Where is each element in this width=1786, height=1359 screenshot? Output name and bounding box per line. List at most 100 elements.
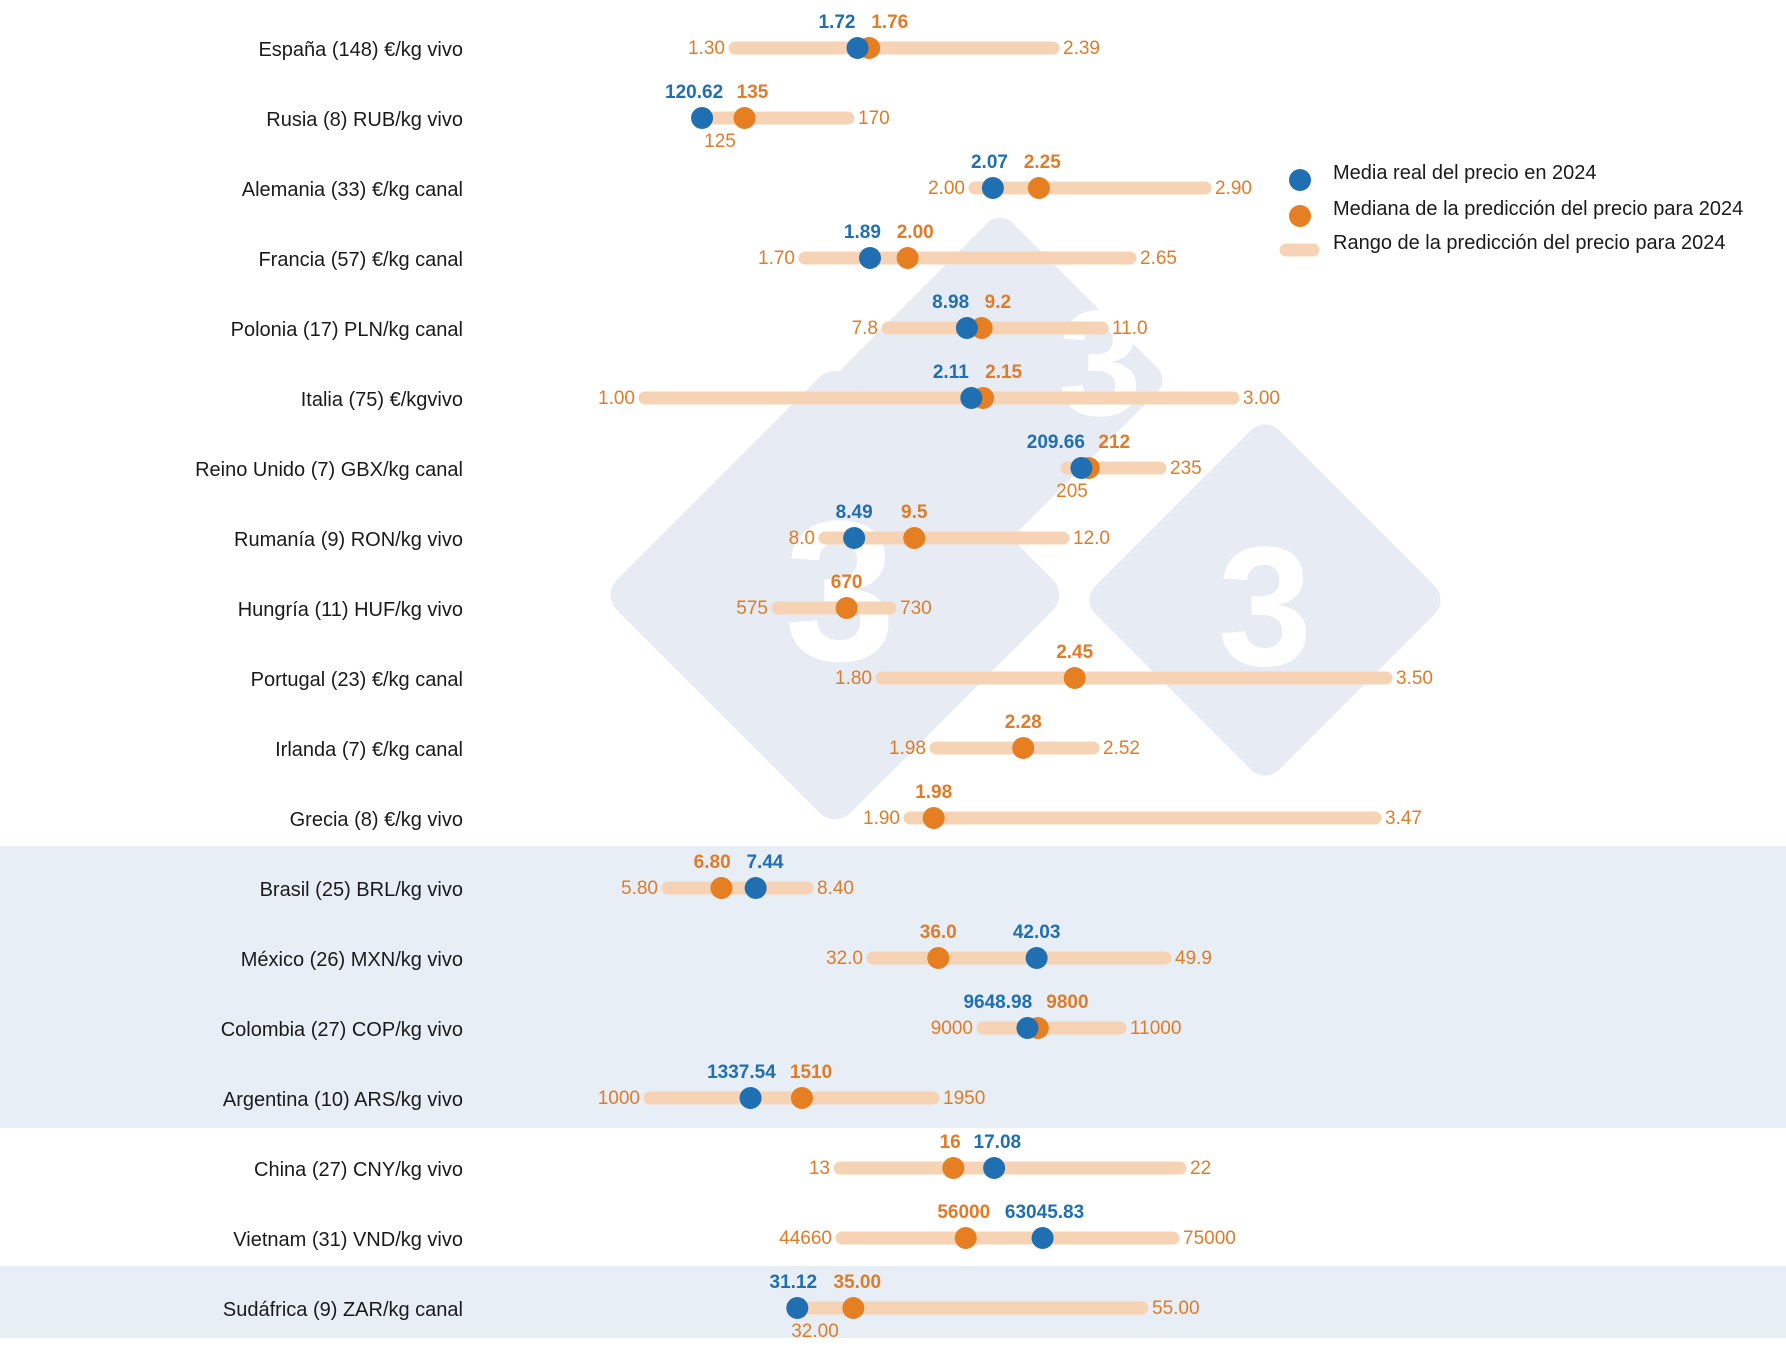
median-dot <box>790 1087 813 1109</box>
real-value-label: 1.89 <box>844 222 881 243</box>
range-max-label: 3.47 <box>1385 808 1422 829</box>
median-value-label: 16 <box>940 1132 961 1153</box>
country-label: Brasil (25) BRL/kg vivo <box>260 879 463 901</box>
median-value-label: 9800 <box>1046 992 1088 1013</box>
country-row: Polonia (17) PLN/kg canal 7.8 11.0 8.98 9.2 <box>231 292 1148 341</box>
real-dot <box>843 527 866 549</box>
range-max-label: 2.65 <box>1140 248 1177 269</box>
range-min-label: 2.00 <box>928 178 965 199</box>
range-min-label: 9000 <box>931 1018 973 1039</box>
median-dot <box>1063 667 1086 689</box>
country-row: Rumanía (9) RON/kg vivo 8.0 12.0 8.49 9.5 <box>234 502 1110 551</box>
legend-label: Media real del precio en 2024 <box>1333 162 1597 184</box>
median-dot <box>733 107 756 129</box>
range-max-label: 55.00 <box>1152 1298 1200 1319</box>
chart-rows: España (148) €/kg vivo 1.30 2.39 1.72 1.76 Ru… <box>195 12 1433 1342</box>
median-dot <box>922 807 945 829</box>
svg-text:3: 3 <box>784 480 895 703</box>
range-max-label: 2.52 <box>1103 738 1140 759</box>
country-row: Portugal (23) €/kg canal 1.80 3.50 2.45 <box>251 642 1433 691</box>
range-min-label: 5.80 <box>621 878 658 899</box>
real-dot <box>846 37 869 59</box>
range-max-label: 75000 <box>1183 1228 1236 1249</box>
real-value-label: 17.08 <box>974 1132 1022 1153</box>
country-label: México (26) MXN/kg vivo <box>241 949 463 971</box>
real-dot <box>955 317 978 339</box>
legend-label: Rango de la predicción del precio para 2… <box>1333 232 1726 254</box>
median-value-label: 9.2 <box>985 292 1011 313</box>
range-min-label: 575 <box>736 598 768 619</box>
legend-real-swatch <box>1289 169 1311 191</box>
real-value-label: 7.44 <box>746 852 783 873</box>
median-value-label: 1510 <box>790 1062 832 1083</box>
median-dot <box>842 1297 865 1319</box>
real-value-label: 8.49 <box>836 502 873 523</box>
country-label: Irlanda (7) €/kg canal <box>275 739 463 761</box>
range-min-label: 32.0 <box>826 948 863 969</box>
country-label: Sudáfrica (9) ZAR/kg canal <box>223 1299 463 1321</box>
median-value-label: 135 <box>737 82 769 103</box>
country-row: Grecia (8) €/kg vivo 1.90 3.47 1.98 <box>290 782 1422 831</box>
country-row: Vietnam (31) VND/kg vivo 44660 75000 63045.… <box>233 1202 1236 1251</box>
median-value-label: 2.28 <box>1005 712 1042 733</box>
range-min-label: 1000 <box>598 1088 640 1109</box>
real-value-label: 2.11 <box>933 362 969 383</box>
range-max-label: 3.00 <box>1243 388 1280 409</box>
range-max-label: 11000 <box>1130 1018 1181 1039</box>
country-label: Vietnam (31) VND/kg vivo <box>233 1229 463 1251</box>
median-value-label: 2.25 <box>1024 152 1061 173</box>
country-row: España (148) €/kg vivo 1.30 2.39 1.72 1.76 <box>258 12 1100 61</box>
real-value-label: 2.07 <box>971 152 1008 173</box>
range-max-label: 11.0 <box>1112 318 1148 339</box>
real-dot <box>744 877 767 899</box>
range-min-label: 1.80 <box>835 668 872 689</box>
median-value-label: 2.15 <box>985 362 1022 383</box>
median-dot <box>927 947 950 969</box>
legend-label: Mediana de la predicción del precio para… <box>1333 198 1743 220</box>
country-row: Brasil (25) BRL/kg vivo 5.80 8.40 7.44 6.80 <box>260 852 854 901</box>
legend-item-real: Media real del precio en 2024 <box>1289 162 1597 191</box>
range-max-label: 235 <box>1170 458 1202 479</box>
median-value-label: 56000 <box>937 1202 990 1223</box>
range-min-label: 125 <box>704 131 736 152</box>
median-value-label: 1.98 <box>915 782 952 803</box>
range-min-label: 1.90 <box>863 808 900 829</box>
svg-text:3: 3 <box>1058 279 1141 447</box>
real-dot <box>739 1087 762 1109</box>
real-value-label: 209.66 <box>1027 432 1085 453</box>
median-value-label: 6.80 <box>694 852 731 873</box>
real-value-label: 31.12 <box>770 1272 818 1293</box>
real-dot <box>1070 457 1093 479</box>
range-min-label: 7.8 <box>852 318 878 339</box>
legend-median-swatch <box>1289 205 1311 227</box>
real-value-label: 120.62 <box>665 82 723 103</box>
real-value-label: 9648.98 <box>963 992 1032 1013</box>
region-band <box>0 846 1786 1128</box>
country-label: Rusia (8) RUB/kg vivo <box>266 109 463 131</box>
country-label: China (27) CNY/kg vivo <box>254 1159 463 1181</box>
country-row: Colombia (27) COP/kg vivo 9000 11000 9648.9… <box>221 992 1182 1041</box>
real-value-label: 63045.83 <box>1005 1202 1084 1223</box>
real-dot <box>983 1157 1006 1179</box>
country-row: Irlanda (7) €/kg canal 1.98 2.52 2.28 <box>275 712 1140 761</box>
range-max-label: 170 <box>858 108 890 129</box>
range-max-label: 12.0 <box>1073 528 1110 549</box>
legend: Media real del precio en 2024 Mediana de … <box>1279 162 1743 257</box>
range-min-label: 8.0 <box>789 528 815 549</box>
range-min-label: 1.00 <box>598 388 635 409</box>
range-min-label: 1.98 <box>889 738 926 759</box>
country-row: Hungría (11) HUF/kg vivo 575 730 670 <box>238 572 932 621</box>
legend-item-median: Mediana de la predicción del precio para… <box>1289 198 1743 227</box>
range-max-label: 1950 <box>943 1088 985 1109</box>
range-max-label: 49.9 <box>1175 948 1212 969</box>
range-min-label: 13 <box>809 1158 830 1179</box>
country-row: Rusia (8) RUB/kg vivo 125 170 120.62 135 <box>266 82 889 152</box>
median-value-label: 1.76 <box>871 12 908 33</box>
median-dot <box>942 1157 965 1179</box>
country-label: Alemania (33) €/kg canal <box>242 179 463 201</box>
median-dot <box>710 877 733 899</box>
median-dot <box>1012 737 1035 759</box>
legend-item-range: Rango de la predicción del precio para 2… <box>1279 232 1726 257</box>
country-row: Reino Unido (7) GBX/kg canal 205 235 209.66… <box>195 432 1202 502</box>
